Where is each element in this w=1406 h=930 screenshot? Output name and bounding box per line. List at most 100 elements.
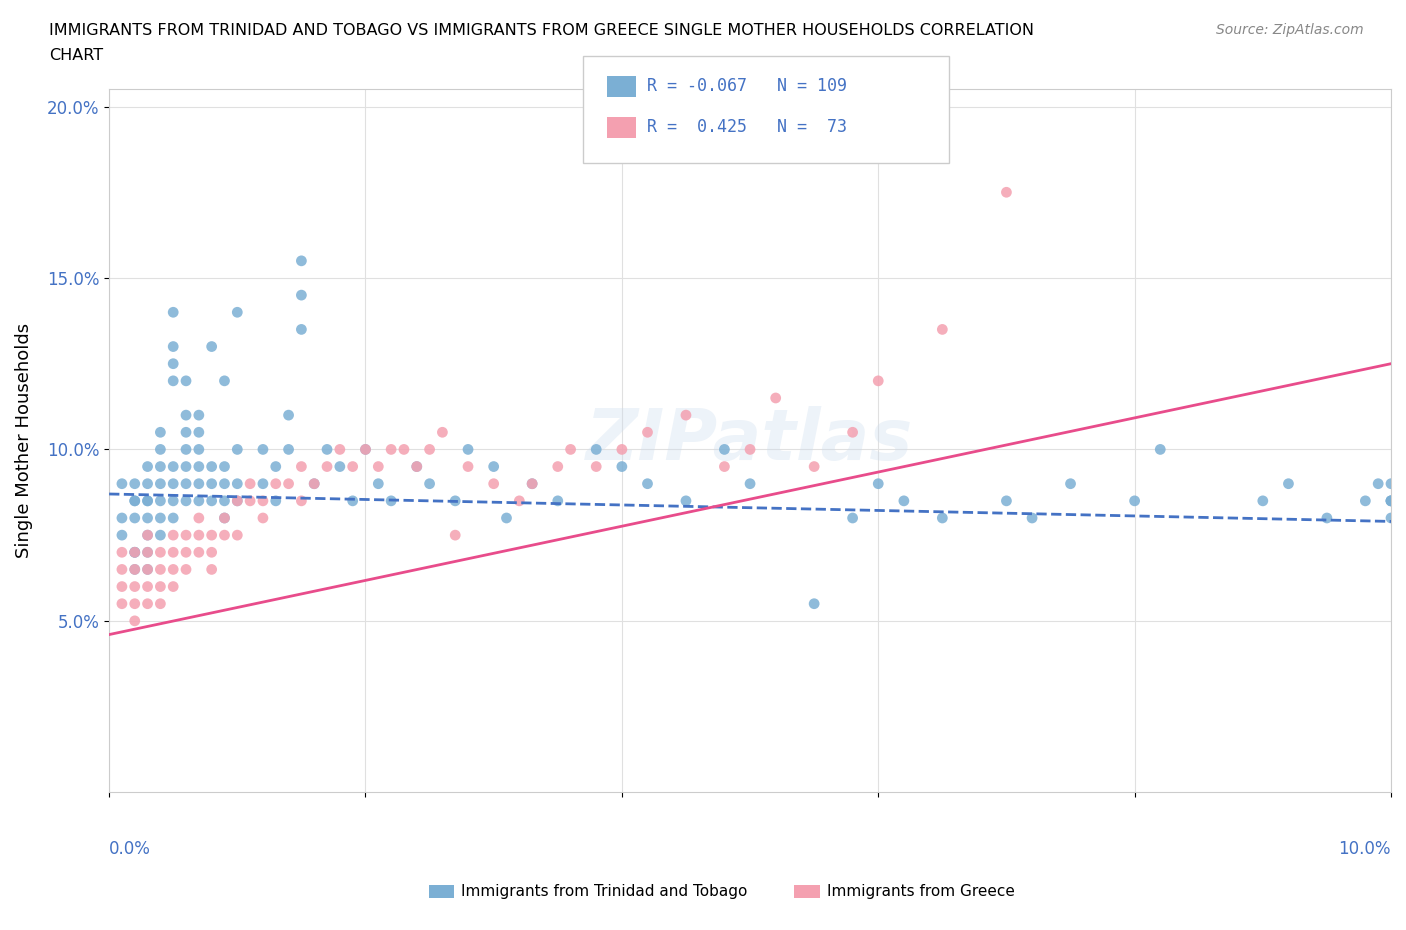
Point	[482, 459, 505, 474]
Point	[419, 442, 441, 457]
Point	[201, 545, 224, 560]
Point	[380, 442, 402, 457]
Point	[713, 442, 735, 457]
Point	[136, 494, 159, 509]
Point	[1354, 494, 1376, 509]
Point	[329, 459, 352, 474]
Text: Immigrants from Greece: Immigrants from Greece	[827, 884, 1015, 899]
Point	[277, 476, 299, 491]
Point	[124, 545, 146, 560]
Point	[457, 442, 479, 457]
Point	[1379, 476, 1402, 491]
Point	[187, 511, 209, 525]
Point	[187, 425, 209, 440]
Point	[162, 356, 184, 371]
Text: 10.0%: 10.0%	[1339, 841, 1391, 858]
Point	[520, 476, 543, 491]
Point	[214, 511, 236, 525]
Point	[547, 459, 569, 474]
Point	[162, 545, 184, 560]
Y-axis label: Single Mother Households: Single Mother Households	[15, 324, 32, 558]
Point	[226, 494, 249, 509]
Text: IMMIGRANTS FROM TRINIDAD AND TOBAGO VS IMMIGRANTS FROM GREECE SINGLE MOTHER HOUS: IMMIGRANTS FROM TRINIDAD AND TOBAGO VS I…	[49, 23, 1035, 38]
Point	[495, 511, 517, 525]
Point	[1379, 511, 1402, 525]
Point	[1379, 494, 1402, 509]
Point	[149, 596, 172, 611]
Point	[1123, 494, 1146, 509]
Point	[124, 614, 146, 629]
Point	[187, 527, 209, 542]
Point	[585, 459, 607, 474]
Point	[637, 425, 659, 440]
Point	[187, 494, 209, 509]
Point	[124, 494, 146, 509]
Point	[111, 545, 134, 560]
Point	[290, 253, 312, 268]
Point	[162, 562, 184, 577]
Point	[1277, 476, 1299, 491]
Point	[136, 459, 159, 474]
Point	[738, 442, 761, 457]
Point	[329, 442, 352, 457]
Point	[226, 494, 249, 509]
Point	[214, 459, 236, 474]
Point	[201, 562, 224, 577]
Point	[201, 476, 224, 491]
Point	[136, 494, 159, 509]
Point	[136, 527, 159, 542]
Text: CHART: CHART	[49, 48, 103, 63]
Point	[419, 476, 441, 491]
Point	[201, 459, 224, 474]
Point	[342, 459, 364, 474]
Point	[162, 511, 184, 525]
Point	[136, 579, 159, 594]
Point	[868, 374, 890, 389]
Point	[187, 442, 209, 457]
Point	[124, 511, 146, 525]
Point	[111, 562, 134, 577]
Point	[444, 494, 467, 509]
Point	[931, 511, 953, 525]
Point	[290, 494, 312, 509]
Point	[111, 527, 134, 542]
Point	[1367, 476, 1389, 491]
Point	[290, 322, 312, 337]
Point	[290, 459, 312, 474]
Point	[174, 374, 197, 389]
Point	[124, 562, 146, 577]
Point	[201, 527, 224, 542]
Point	[214, 511, 236, 525]
Point	[226, 476, 249, 491]
Point	[252, 511, 274, 525]
Point	[302, 476, 325, 491]
Point	[508, 494, 530, 509]
Point	[136, 527, 159, 542]
Point	[162, 527, 184, 542]
Text: R =  0.425   N =  73: R = 0.425 N = 73	[647, 118, 846, 137]
Point	[239, 476, 262, 491]
Point	[162, 494, 184, 509]
Point	[1149, 442, 1171, 457]
Point	[149, 527, 172, 542]
Point	[547, 494, 569, 509]
Point	[637, 476, 659, 491]
Point	[585, 442, 607, 457]
Point	[149, 494, 172, 509]
Point	[380, 494, 402, 509]
Point	[187, 545, 209, 560]
Point	[162, 374, 184, 389]
Point	[264, 476, 287, 491]
Point	[124, 494, 146, 509]
Point	[841, 511, 863, 525]
Point	[214, 476, 236, 491]
Point	[174, 545, 197, 560]
Point	[124, 476, 146, 491]
Point	[111, 476, 134, 491]
Point	[432, 425, 454, 440]
Text: ZIPatlas: ZIPatlas	[586, 406, 914, 475]
Point	[520, 476, 543, 491]
Point	[367, 459, 389, 474]
Point	[136, 545, 159, 560]
Point	[277, 407, 299, 422]
